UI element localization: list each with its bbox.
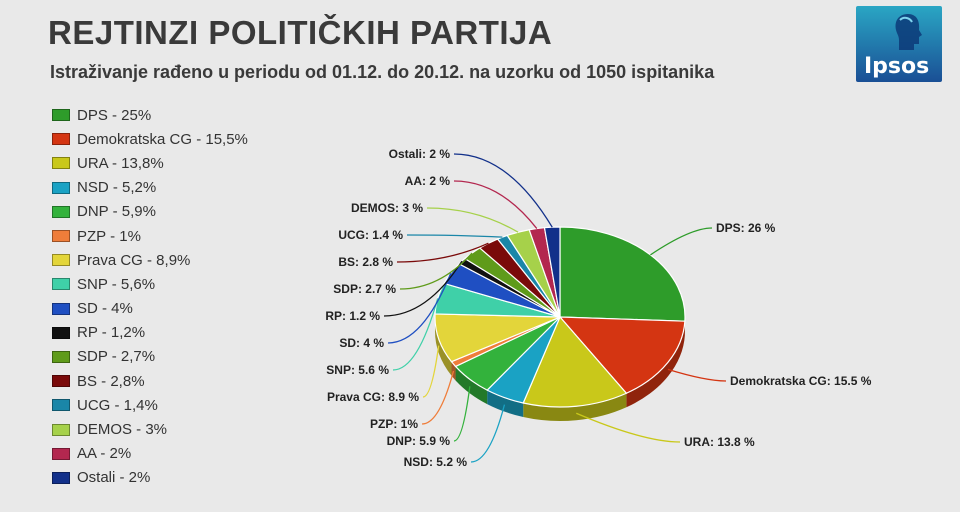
slice-label: URA: 13.8 % bbox=[684, 435, 755, 449]
legend-swatch bbox=[52, 278, 70, 291]
legend-swatch bbox=[52, 230, 70, 243]
slice-label: UCG: 1.4 % bbox=[338, 228, 403, 242]
legend-item: SNP - 5,6% bbox=[52, 272, 248, 296]
legend-item: PZP - 1% bbox=[52, 224, 248, 248]
legend-label: AA - 2% bbox=[77, 445, 132, 463]
legend-swatch bbox=[52, 109, 70, 122]
chart-title: REJTINZI POLITIČKIH PARTIJA bbox=[48, 14, 553, 51]
leader-line bbox=[383, 260, 463, 317]
leader-line bbox=[650, 227, 713, 256]
leader-line bbox=[421, 370, 455, 425]
legend-item: SDP - 2,7% bbox=[52, 345, 248, 369]
legend-label: DPS - 25% bbox=[77, 106, 152, 124]
legend-label: SD - 4% bbox=[77, 300, 133, 318]
legend-item: UCG - 1,4% bbox=[52, 393, 248, 417]
legend-swatch bbox=[52, 447, 70, 460]
leader-line bbox=[387, 273, 452, 344]
legend-item: Demokratska CG - 15,5% bbox=[52, 127, 248, 151]
legend-item: DPS - 25% bbox=[52, 103, 248, 127]
legend-label: Demokratska CG - 15,5% bbox=[77, 130, 248, 148]
legend-swatch bbox=[52, 205, 70, 218]
leader-line bbox=[406, 234, 503, 238]
legend-label: PZP - 1% bbox=[77, 227, 141, 245]
legend-swatch bbox=[52, 350, 70, 363]
legend-swatch bbox=[52, 471, 70, 484]
slice-label: SD: 4 % bbox=[339, 336, 384, 350]
slice-label: Prava CG: 8.9 % bbox=[327, 390, 419, 404]
pie-top bbox=[434, 226, 686, 408]
leader-line bbox=[453, 386, 471, 442]
leader-line bbox=[399, 252, 473, 290]
legend-item: DNP - 5,9% bbox=[52, 200, 248, 224]
leader-line bbox=[396, 242, 489, 263]
leader-lines bbox=[383, 153, 727, 463]
legend-swatch bbox=[52, 133, 70, 146]
slice-label: Ostali: 2 % bbox=[389, 147, 451, 161]
logo-wordmark: Ipsos bbox=[864, 54, 930, 79]
head-silhouette-icon bbox=[895, 14, 922, 50]
legend-item: SD - 4% bbox=[52, 297, 248, 321]
pie-slice-side bbox=[435, 317, 452, 376]
leader-line bbox=[470, 404, 506, 463]
leader-line bbox=[667, 368, 727, 382]
slice-label: DNP: 5.9 % bbox=[387, 434, 451, 448]
legend-label: DNP - 5,9% bbox=[77, 203, 156, 221]
leader-line bbox=[576, 412, 681, 443]
slice-label: SDP: 2.7 % bbox=[333, 282, 396, 296]
slice-label: NSD: 5.2 % bbox=[404, 455, 468, 469]
slice-label: BS: 2.8 % bbox=[338, 255, 393, 269]
legend-label: DEMOS - 3% bbox=[77, 421, 168, 439]
legend-swatch bbox=[52, 302, 70, 315]
legend-label: URA - 13,8% bbox=[77, 154, 164, 172]
slice-label: Demokratska CG: 15.5 % bbox=[730, 374, 872, 388]
slice-label: DEMOS: 3 % bbox=[351, 201, 423, 215]
pie-slice-side bbox=[455, 366, 488, 405]
slice-label: RP: 1.2 % bbox=[325, 309, 380, 323]
pie-slice-ostali bbox=[543, 226, 561, 318]
slice-label: DPS: 26 % bbox=[716, 221, 776, 235]
chart-subtitle: Istraživanje rađeno u periodu od 01.12. … bbox=[50, 62, 715, 82]
leader-line bbox=[453, 180, 538, 229]
legend-item: URA - 13,8% bbox=[52, 151, 248, 175]
pie-slice-demokratska-cg bbox=[558, 316, 686, 394]
legend-swatch bbox=[52, 326, 70, 339]
legend-swatch bbox=[52, 423, 70, 436]
leader-line bbox=[422, 345, 440, 398]
legend-swatch bbox=[52, 254, 70, 267]
legend-swatch bbox=[52, 181, 70, 194]
pie-slice-ura bbox=[522, 315, 628, 408]
legend-label: SDP - 2,7% bbox=[77, 348, 156, 366]
legend-swatch bbox=[52, 375, 70, 388]
legend-item: NSD - 5,2% bbox=[52, 176, 248, 200]
legend-label: Ostali - 2% bbox=[77, 469, 151, 487]
legend-item: RP - 1,2% bbox=[52, 321, 248, 345]
legend-label: Prava CG - 8,9% bbox=[77, 251, 191, 269]
leader-line bbox=[426, 207, 519, 233]
legend-label: RP - 1,2% bbox=[77, 324, 146, 342]
ipsos-logo: Ipsos bbox=[856, 6, 942, 82]
legend-item: BS - 2,8% bbox=[52, 369, 248, 393]
legend-swatch bbox=[52, 399, 70, 412]
legend-label: SNP - 5,6% bbox=[77, 275, 156, 293]
legend-label: UCG - 1,4% bbox=[77, 396, 158, 414]
legend-item: Ostali - 2% bbox=[52, 466, 248, 490]
legend: DPS - 25% Demokratska CG - 15,5% URA - 13,… bbox=[52, 103, 248, 490]
slice-label: SNP: 5.6 % bbox=[326, 363, 389, 377]
leader-line bbox=[453, 153, 553, 228]
legend-label: NSD - 5,2% bbox=[77, 179, 157, 197]
legend-label: BS - 2,8% bbox=[77, 372, 145, 390]
legend-item: Prava CG - 8,9% bbox=[52, 248, 248, 272]
legend-swatch bbox=[52, 157, 70, 170]
slice-label: PZP: 1% bbox=[370, 417, 418, 431]
leader-line bbox=[392, 298, 439, 371]
pie-slice-side bbox=[523, 393, 627, 422]
legend-item: DEMOS - 3% bbox=[52, 417, 248, 441]
legend-item: AA - 2% bbox=[52, 442, 248, 466]
slice-label: AA: 2 % bbox=[405, 174, 451, 188]
pie-slice-dps bbox=[559, 226, 686, 322]
pie-slice-side bbox=[487, 390, 524, 418]
slice-labels: DPS: 26 % Demokratska CG: 15.5 % URA: 13.8… bbox=[325, 147, 871, 469]
